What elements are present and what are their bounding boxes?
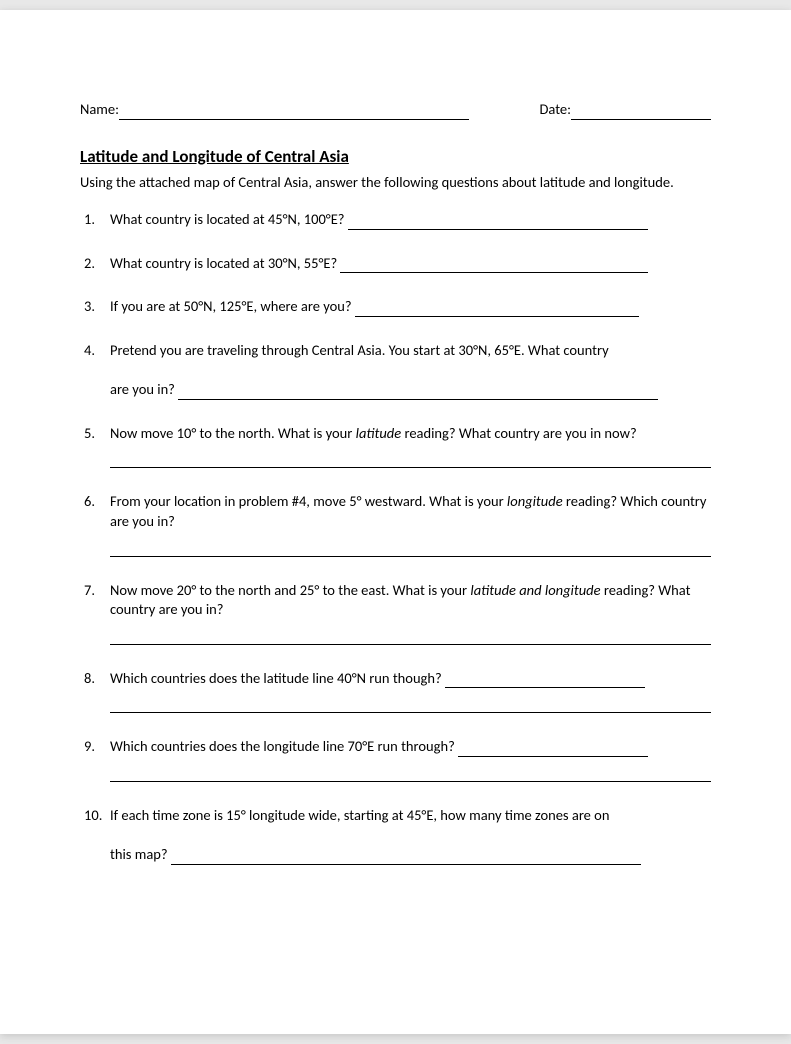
- q2-text: What country is located at 30°N, 55°E?: [110, 254, 340, 272]
- q1-answer-blank[interactable]: [348, 229, 648, 230]
- question-8: 8. Which countries does the latitude lin…: [110, 669, 711, 714]
- q7-number: 7.: [84, 581, 95, 601]
- q5-answer-blank[interactable]: [110, 467, 711, 468]
- instructions-text: Using the attached map of Central Asia, …: [80, 173, 711, 193]
- q6-number: 6.: [84, 492, 95, 512]
- date-field-group: Date:: [539, 100, 711, 120]
- question-list: 1. What country is located at 45°N, 100°…: [80, 210, 711, 865]
- q7-answer-blank[interactable]: [110, 644, 711, 645]
- question-1: 1. What country is located at 45°N, 100°…: [110, 210, 711, 230]
- date-label: Date:: [539, 100, 571, 118]
- q8-number: 8.: [84, 669, 95, 689]
- q1-number: 1.: [84, 210, 95, 230]
- q5-text-a: Now move 10° to the north. What is your: [110, 424, 356, 442]
- q7-text-a: Now move 20° to the north and 25° to the…: [110, 581, 470, 599]
- q8-text: Which countries does the latitude line 4…: [110, 669, 445, 687]
- question-9: 9. Which countries does the longitude li…: [110, 737, 711, 782]
- q4-answer-blank[interactable]: [178, 399, 658, 400]
- q5-number: 5.: [84, 424, 95, 444]
- q2-answer-blank[interactable]: [340, 272, 648, 273]
- question-7: 7. Now move 20° to the north and 25° to …: [110, 581, 711, 645]
- q8-answer-blank-2[interactable]: [110, 712, 711, 713]
- q9-answer-blank-2[interactable]: [110, 781, 711, 782]
- q6-answer-blank[interactable]: [110, 556, 711, 557]
- q4-line2: are you in?: [110, 380, 711, 400]
- q10-answer-blank[interactable]: [171, 864, 641, 865]
- question-4: 4. Pretend you are traveling through Cen…: [110, 341, 711, 400]
- q5-text-b: reading? What country are you in now?: [401, 424, 637, 442]
- q4-text-b: are you in?: [110, 380, 178, 398]
- worksheet-title: Latitude and Longitude of Central Asia: [80, 146, 711, 169]
- q5-italic: latitude: [356, 424, 402, 442]
- q6-text-a: From your location in problem #4, move 5…: [110, 492, 507, 510]
- question-6: 6. From your location in problem #4, mov…: [110, 492, 711, 556]
- name-blank[interactable]: [119, 119, 469, 120]
- question-2: 2. What country is located at 30°N, 55°E…: [110, 254, 711, 274]
- question-3: 3. If you are at 50°N, 125°E, where are …: [110, 297, 711, 317]
- q9-text: Which countries does the longitude line …: [110, 737, 458, 755]
- q8-answer-blank-1[interactable]: [445, 687, 645, 688]
- q4-number: 4.: [84, 341, 95, 361]
- date-blank[interactable]: [571, 119, 711, 120]
- q9-number: 9.: [84, 737, 95, 757]
- q7-italic: latitude and longitude: [470, 581, 600, 599]
- q3-text: If you are at 50°N, 125°E, where are you…: [110, 297, 355, 315]
- q10-text-a: If each time zone is 15° longitude wide,…: [110, 806, 609, 824]
- q3-number: 3.: [84, 297, 95, 317]
- q10-text-b: this map?: [110, 845, 171, 863]
- worksheet-page: Name: Date: Latitude and Longitude of Ce…: [0, 10, 791, 1034]
- name-field-group: Name:: [80, 100, 499, 120]
- header-line: Name: Date:: [80, 100, 711, 120]
- q6-italic: longitude: [507, 492, 563, 510]
- name-label: Name:: [80, 100, 119, 118]
- q10-line2: this map?: [110, 845, 711, 865]
- q2-number: 2.: [84, 254, 95, 274]
- q1-text: What country is located at 45°N, 100°E?: [110, 210, 348, 228]
- q10-number: 10.: [84, 806, 102, 826]
- q4-text-a: Pretend you are traveling through Centra…: [110, 341, 609, 359]
- q3-answer-blank[interactable]: [355, 316, 639, 317]
- q9-answer-blank-1[interactable]: [458, 756, 648, 757]
- question-10: 10. If each time zone is 15° longitude w…: [110, 806, 711, 865]
- question-5: 5. Now move 10° to the north. What is yo…: [110, 424, 711, 469]
